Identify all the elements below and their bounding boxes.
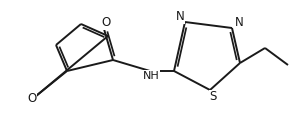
Text: N: N (176, 10, 185, 23)
Text: O: O (27, 92, 37, 106)
Text: NH: NH (143, 71, 159, 81)
Text: O: O (101, 17, 111, 30)
Text: S: S (209, 91, 217, 103)
Text: N: N (235, 17, 243, 30)
